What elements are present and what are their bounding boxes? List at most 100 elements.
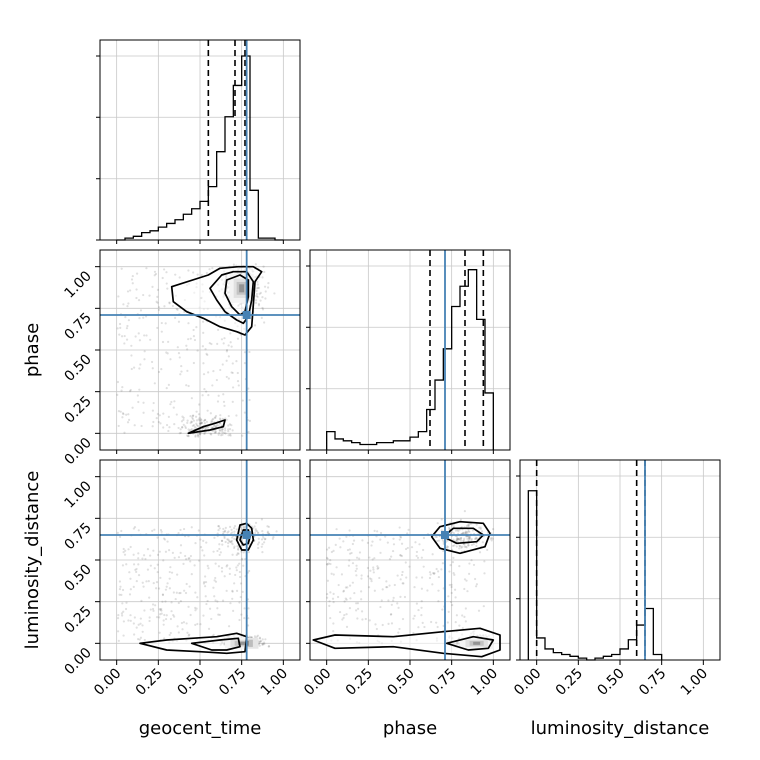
- y-tick-label: 1.00: [61, 268, 94, 301]
- sample-point: [194, 606, 197, 609]
- sample-point: [335, 528, 338, 531]
- sample-point: [326, 596, 329, 599]
- sample-point: [236, 371, 239, 375]
- sample-point: [166, 352, 169, 355]
- sample-point: [389, 613, 393, 616]
- sample-point: [258, 640, 261, 643]
- sample-point: [418, 543, 421, 546]
- sample-point: [201, 427, 204, 430]
- sample-point: [141, 581, 144, 584]
- sample-point: [165, 585, 168, 588]
- sample-point: [201, 320, 205, 323]
- sample-point: [401, 570, 404, 574]
- sample-point: [118, 588, 122, 591]
- sample-point: [121, 386, 124, 389]
- sample-point: [226, 564, 229, 567]
- sample-point: [227, 542, 230, 545]
- sample-point: [129, 614, 132, 617]
- sample-point: [181, 426, 184, 429]
- sample-point: [217, 529, 220, 532]
- x-tick-label: 1.00: [468, 666, 501, 699]
- sample-point: [422, 565, 425, 568]
- sample-point: [233, 530, 236, 533]
- sample-point: [468, 536, 472, 539]
- sample-point: [263, 270, 266, 274]
- sample-point: [210, 617, 213, 621]
- sample-point: [123, 553, 127, 556]
- sample-point: [193, 338, 197, 342]
- sample-point: [231, 536, 234, 539]
- sample-point: [454, 529, 458, 532]
- sample-point: [370, 544, 373, 547]
- sample-point: [211, 418, 214, 421]
- sample-point: [129, 619, 132, 622]
- sample-point: [169, 358, 172, 361]
- sample-point: [190, 420, 193, 424]
- sample-point: [230, 345, 233, 348]
- sample-point: [399, 578, 402, 581]
- sample-point: [207, 627, 211, 630]
- sample-point: [229, 602, 232, 605]
- hist-panel-phase: [306, 249, 511, 451]
- sample-point: [220, 566, 224, 570]
- sample-point: [139, 622, 142, 625]
- sample-point: [242, 526, 245, 529]
- sample-point: [404, 561, 407, 564]
- sample-point: [449, 564, 452, 567]
- sample-point: [261, 642, 265, 646]
- sample-point: [189, 560, 192, 563]
- sample-point: [326, 579, 329, 582]
- sample-point: [199, 422, 202, 425]
- sample-point: [192, 271, 195, 274]
- sample-point: [464, 531, 467, 534]
- sample-point: [256, 543, 260, 546]
- sample-point: [119, 585, 122, 588]
- sample-point: [126, 421, 130, 424]
- sample-point: [177, 556, 181, 559]
- sample-point: [228, 427, 232, 431]
- sample-point: [372, 566, 375, 569]
- sample-point: [132, 366, 136, 369]
- sample-point: [208, 342, 211, 345]
- sample-point: [139, 363, 142, 366]
- sample-point: [455, 545, 458, 548]
- sample-point: [129, 577, 132, 580]
- sample-point: [232, 386, 235, 389]
- sample-point: [358, 557, 361, 560]
- sample-point: [160, 612, 163, 615]
- sample-point: [466, 590, 469, 593]
- sample-point: [148, 596, 151, 599]
- sample-point: [455, 539, 458, 542]
- sample-point: [257, 546, 260, 550]
- sample-point: [219, 418, 222, 421]
- sample-point: [242, 564, 245, 567]
- sample-point: [175, 591, 178, 594]
- sample-point: [187, 269, 190, 272]
- sample-point: [247, 387, 250, 390]
- sample-point: [138, 638, 141, 641]
- sample-point: [266, 286, 270, 289]
- sample-point: [367, 586, 371, 589]
- sample-point: [217, 424, 220, 427]
- sample-point: [260, 538, 264, 541]
- sample-point: [231, 543, 234, 546]
- sample-point: [198, 422, 201, 425]
- sample-point: [470, 538, 473, 541]
- sample-point: [202, 373, 206, 376]
- sample-point: [260, 518, 264, 521]
- sample-point: [222, 530, 225, 533]
- sample-point: [440, 529, 443, 532]
- x-tick-label: 0.50: [594, 666, 627, 699]
- sample-point: [127, 619, 130, 622]
- sample-point: [135, 296, 138, 300]
- sample-point: [179, 528, 182, 532]
- sample-point: [479, 527, 482, 530]
- sample-point: [120, 267, 123, 270]
- sample-point: [267, 644, 271, 648]
- sample-point: [456, 528, 459, 532]
- sample-point: [266, 530, 270, 533]
- sample-point: [463, 615, 466, 618]
- sample-point: [137, 557, 140, 560]
- sample-point: [121, 614, 124, 617]
- sample-point: [263, 641, 266, 644]
